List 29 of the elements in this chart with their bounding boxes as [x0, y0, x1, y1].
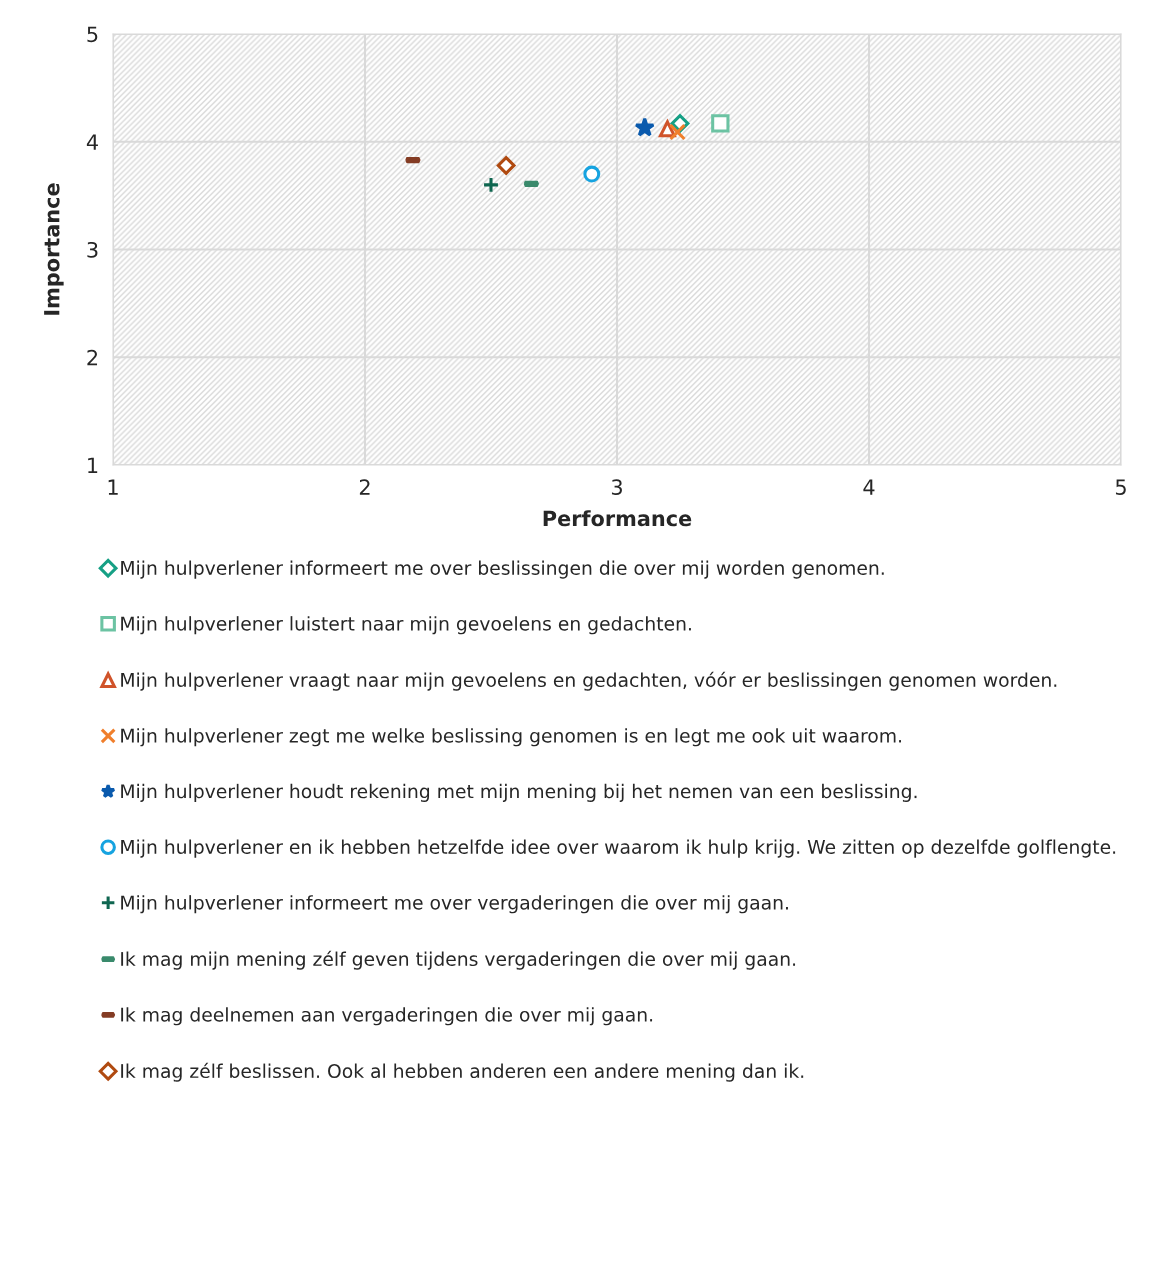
- x-tick-label: 3: [611, 479, 622, 496]
- legend-label: Mijn hulpverlener luistert naar mijn gevoelens en gedachten.: [121, 616, 691, 635]
- legend-label: Ik mag mijn mening zélf geven tijdens vergaderingen die over mij gaan.: [121, 950, 796, 970]
- point: [496, 156, 516, 175]
- point: [658, 120, 676, 138]
- legend-label: Mijn hulpverlener informeert me over vergaderingen die over mij gaan.: [121, 895, 788, 914]
- legend-label: Mijn hulpverlener zegt me welke beslissing genomen is en legt me ook uit waarom.: [121, 728, 901, 747]
- point: [634, 117, 655, 137]
- x-tick-label: 1: [108, 479, 118, 495]
- x-tick-label: 2: [359, 479, 370, 495]
- legend-label: Mijn hulpverlener en ik hebben hetzelfde idee over waarom ik hulp krijg. We zitten op dezelfde golflengte.: [121, 839, 1116, 858]
- point: [583, 165, 601, 183]
- y-axis-title: Importance: [44, 183, 64, 315]
- x-tick-label: 5: [1115, 479, 1126, 496]
- x-axis-title: Performance: [543, 510, 692, 527]
- point: [482, 176, 500, 194]
- legend-label: Ik mag zélf beslissen. Ook al hebben anderen een andere mening dan ik.: [121, 1062, 804, 1082]
- y-tick-label: 1: [88, 457, 98, 473]
- y-tick-label: 3: [87, 241, 98, 258]
- legend-label: Mijn hulpverlener informeert me over beslissingen die over mij worden genomen.: [121, 560, 884, 579]
- y-tick-label: 4: [86, 134, 98, 150]
- point: [669, 123, 686, 141]
- x-tick-label: 4: [863, 479, 875, 495]
- point: [711, 114, 730, 133]
- y-tick-label: 5: [87, 26, 98, 43]
- y-tick-label: 2: [87, 349, 98, 366]
- legend-label: Mijn hulpverlener houdt rekening met mijn mening bij het nemen van een beslissing.: [121, 783, 917, 802]
- legend-label: Ik mag deelnemen aan vergaderingen die over mij gaan.: [121, 1007, 653, 1026]
- legend-label: Mijn hulpverlener vraagt naar mijn gevoelens en gedachten, vóór er beslissingen genomen worden.: [121, 671, 1057, 691]
